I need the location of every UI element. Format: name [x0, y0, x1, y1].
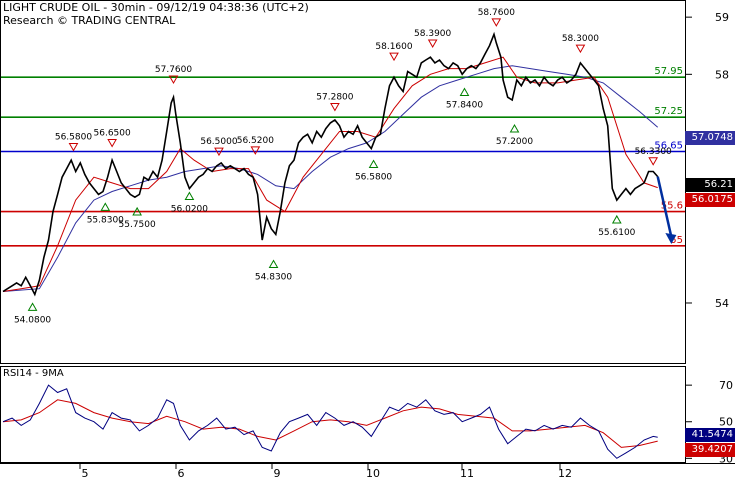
trough-marker — [368, 159, 379, 168]
peak-label: 58.7600 — [478, 8, 515, 18]
peak-label: 56.5200 — [237, 136, 274, 146]
level-label: 55 — [670, 235, 683, 246]
level-label: 56.65 — [654, 140, 683, 151]
rsi-panel-frame — [0, 366, 686, 463]
peak-label: 58.3900 — [414, 29, 451, 39]
x-tick-label: 10 — [366, 467, 380, 480]
ma-fast-line — [2, 56, 658, 292]
peak-marker — [491, 18, 502, 27]
level-label: 57.95 — [654, 66, 683, 77]
trough-marker — [100, 202, 111, 211]
trough-marker — [611, 214, 622, 224]
peak-marker — [427, 39, 438, 49]
x-tick-label: 5 — [82, 467, 89, 480]
trough-label: 54.8300 — [255, 273, 292, 283]
trough-label: 55.6100 — [598, 228, 635, 238]
trough-label: 56.0200 — [171, 205, 208, 215]
peak-marker — [330, 102, 340, 112]
x-tick-label: 11 — [460, 467, 474, 480]
peak-label: 56.6500 — [94, 128, 131, 138]
ma-fast-tag: 56.0175 — [685, 193, 735, 207]
trough-label: 55.8300 — [87, 215, 124, 225]
peak-label: 57.2800 — [316, 92, 353, 102]
peak-marker — [68, 142, 79, 152]
ma-slow-line — [2, 65, 659, 292]
trough-label: 55.7500 — [119, 220, 156, 230]
peak-label: 58.3000 — [562, 34, 599, 44]
peak-marker — [250, 146, 261, 155]
peak-label: 56.3300 — [635, 147, 672, 157]
x-tick-label: 9 — [274, 467, 281, 480]
x-tick-label: 6 — [178, 467, 185, 480]
peak-marker — [575, 44, 586, 54]
x-tick-label: 12 — [558, 467, 572, 480]
trough-marker — [27, 302, 38, 311]
forecast-arrow-shaft — [656, 176, 673, 238]
trough-label: 54.0800 — [14, 315, 51, 325]
trough-label: 57.2000 — [496, 137, 533, 147]
chart-subtitle: Research © TRADING CENTRAL — [3, 14, 176, 27]
trough-marker — [509, 124, 520, 133]
level-label: 55.6 — [661, 201, 683, 212]
trough-marker — [268, 259, 279, 269]
peak-label: 57.7600 — [155, 65, 192, 75]
price-series — [2, 31, 677, 297]
peak-marker — [214, 147, 224, 157]
peak-marker — [168, 75, 179, 85]
peak-marker — [107, 138, 117, 148]
y-tick-label: 54 — [715, 297, 729, 310]
trough-marker — [184, 191, 195, 201]
rsi-ma-line — [2, 399, 658, 448]
peak-label: 56.5800 — [55, 132, 92, 142]
rsi-y-tick-label: 50 — [719, 416, 733, 429]
chart-title: LIGHT CRUDE OIL - 30min - 09/12/19 04:38… — [3, 1, 309, 14]
rsi-ma-value-tag: 39.4207 — [685, 443, 735, 457]
forecast-arrow-head — [665, 232, 677, 244]
rsi-value-tag: 41.5474 — [685, 428, 735, 442]
y-tick-label: 59 — [715, 11, 729, 24]
trough-marker — [132, 206, 142, 216]
price-panel-grid — [686, 16, 692, 304]
peak-marker — [648, 157, 659, 166]
rsi-title: RSI14 - 9MA — [3, 368, 64, 379]
rsi-y-tick-label: 70 — [719, 379, 733, 392]
y-tick-label: 58 — [715, 68, 729, 81]
trough-label: 57.8400 — [446, 100, 483, 110]
trough-label: 56.5800 — [355, 172, 392, 182]
peak-marker — [389, 52, 399, 62]
price-panel-frame — [0, 0, 686, 364]
level-label: 57.25 — [654, 106, 683, 117]
peak-label: 56.5000 — [200, 137, 237, 147]
rsi-series — [2, 384, 658, 459]
ma-slow-tag: 57.0748 — [685, 131, 735, 145]
peak-label: 58.1600 — [375, 42, 412, 52]
trough-marker — [459, 87, 470, 96]
rsi-line — [2, 384, 658, 459]
price-line — [2, 31, 659, 297]
last-price-tag: 56.21 — [685, 178, 735, 192]
